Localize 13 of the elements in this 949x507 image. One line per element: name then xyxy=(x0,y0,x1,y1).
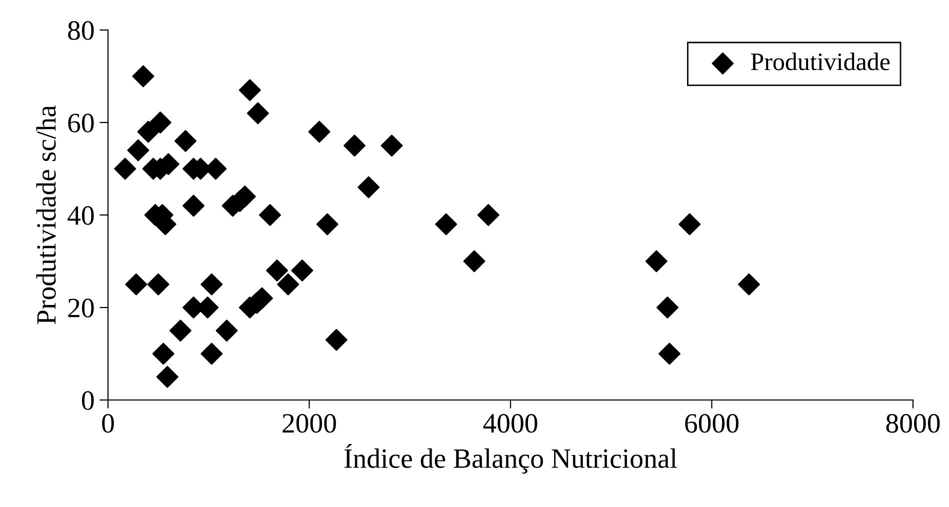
y-tick-label: 20 xyxy=(68,298,94,318)
y-tick-label: 40 xyxy=(68,206,94,225)
legend-label: Produtividade xyxy=(750,52,890,70)
y-tick-label: 60 xyxy=(68,114,94,132)
x-tick-label: 4000 xyxy=(483,414,538,433)
x-tick-label: 6000 xyxy=(685,414,738,433)
y-tick-label: 0 xyxy=(82,391,94,410)
x-tick-label: 8000 xyxy=(886,414,940,433)
x-tick-label: 0 xyxy=(102,414,114,433)
x-axis-title: Índice de Balanço Nutricional xyxy=(344,444,677,474)
y-tick-label: 80 xyxy=(68,21,94,40)
x-tick-label: 2000 xyxy=(282,414,336,433)
y-axis-title: Produtividade sc/ha xyxy=(36,105,56,324)
